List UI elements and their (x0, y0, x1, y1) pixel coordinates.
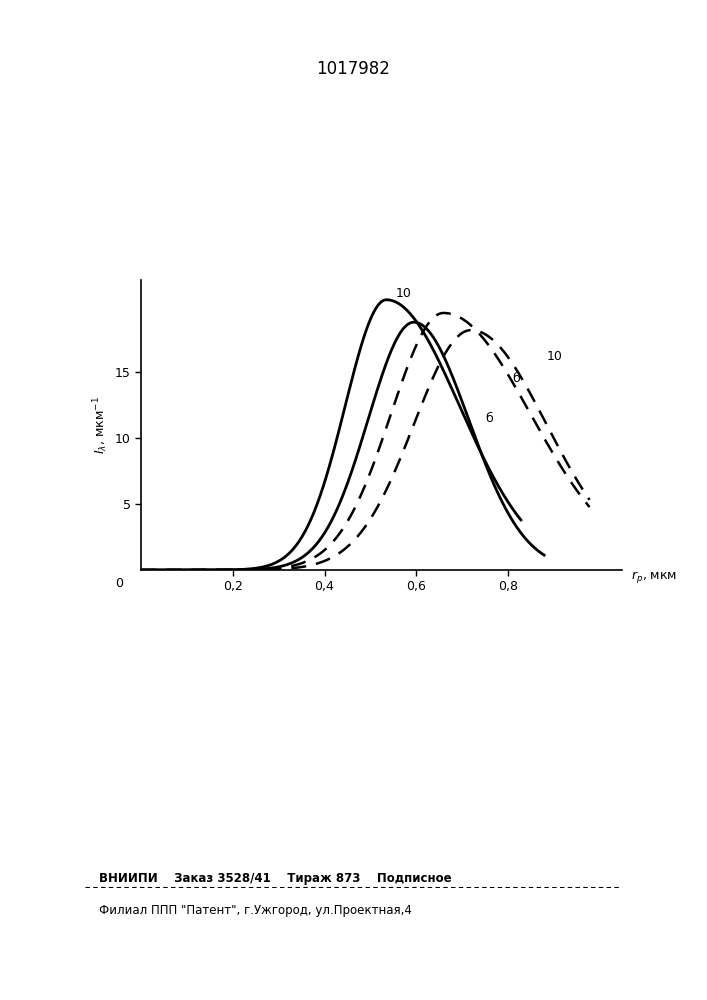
Text: 1017982: 1017982 (317, 60, 390, 78)
Text: 10: 10 (395, 287, 411, 300)
Y-axis label: $I_{\lambda}$, мкм$^{-1}$: $I_{\lambda}$, мкм$^{-1}$ (91, 396, 110, 454)
Text: 0: 0 (115, 577, 123, 590)
Text: б: б (485, 412, 493, 425)
Text: ВНИИПИ    Заказ 3528/41    Тираж 873    Подписное: ВНИИПИ Заказ 3528/41 Тираж 873 Подписное (99, 872, 452, 885)
Text: $r_p$, мкм: $r_p$, мкм (631, 569, 677, 585)
Text: 10: 10 (547, 350, 563, 363)
Text: Филиал ППП "Патент", г.Ужгород, ул.Проектная,4: Филиал ППП "Патент", г.Ужгород, ул.Проек… (99, 904, 412, 917)
Text: б: б (513, 372, 520, 385)
